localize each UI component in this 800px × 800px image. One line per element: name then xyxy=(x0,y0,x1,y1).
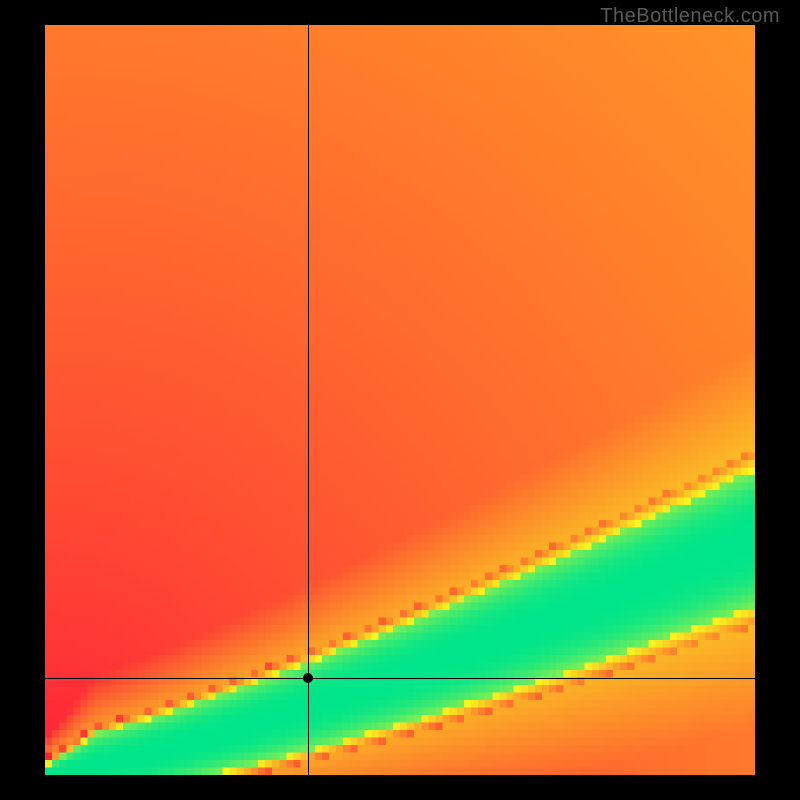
crosshair-horizontal xyxy=(45,678,755,679)
plot-area xyxy=(45,25,755,775)
crosshair-marker xyxy=(303,673,313,683)
crosshair-vertical xyxy=(308,25,309,775)
heatmap-canvas xyxy=(45,25,755,775)
watermark-text: TheBottleneck.com xyxy=(600,5,780,28)
chart-frame: TheBottleneck.com xyxy=(0,0,800,800)
